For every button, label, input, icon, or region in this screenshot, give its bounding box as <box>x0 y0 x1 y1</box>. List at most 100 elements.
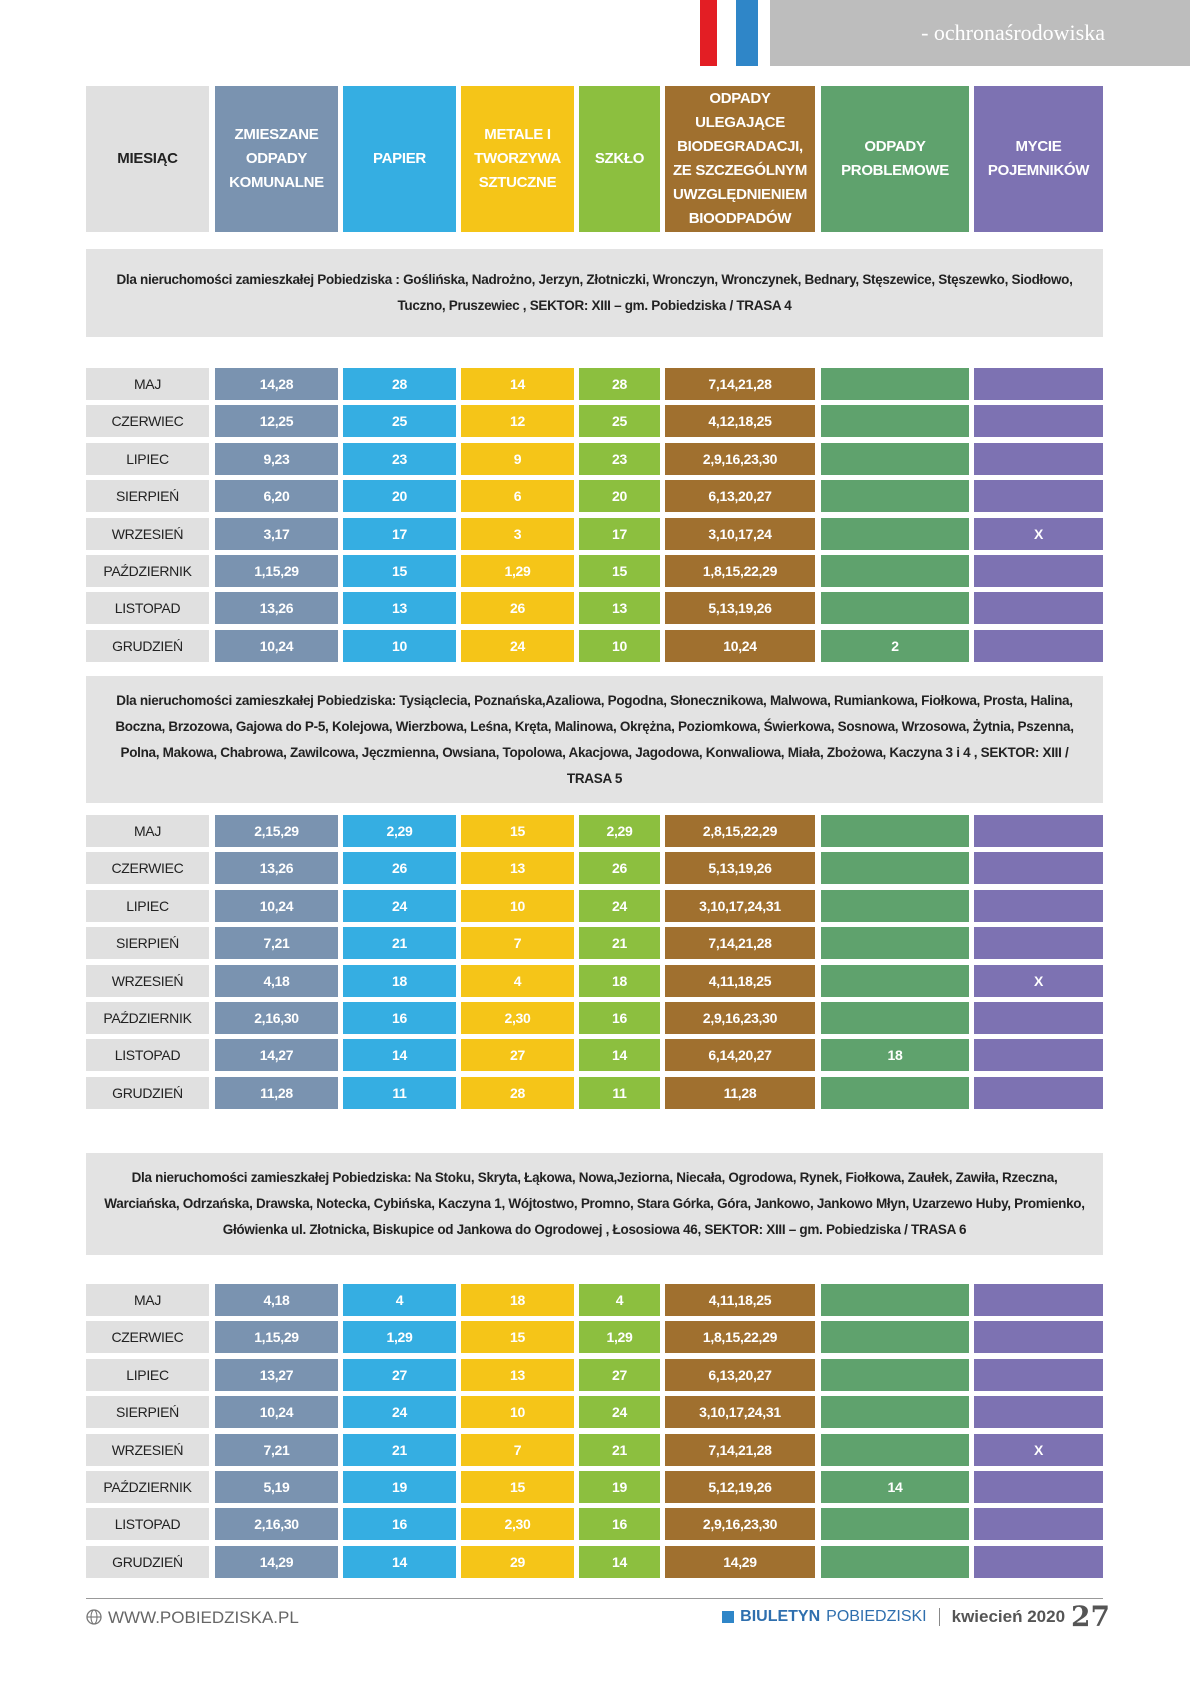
mixed-cell: 1,15,29 <box>215 1321 338 1354</box>
glass-cell: 27 <box>579 1358 660 1391</box>
glass-cell: 15 <box>579 555 660 587</box>
paper-cell: 17 <box>343 517 456 550</box>
bio-cell: 3,10,17,24,31 <box>665 1396 815 1429</box>
month-cell: SIERPIEŃ <box>86 480 209 513</box>
glass-cell: 23 <box>579 442 660 475</box>
paper-cell: 26 <box>343 852 456 885</box>
page-number: 27 <box>1071 1600 1110 1633</box>
month-cell: GRUDZIEŃ <box>86 1076 209 1109</box>
washing-cell <box>974 1002 1103 1034</box>
metal-plastic-cell: 12 <box>461 405 574 438</box>
paper-cell: 24 <box>343 1396 456 1429</box>
metal-plastic-cell: 29 <box>461 1545 574 1578</box>
month-cell: WRZESIEŃ <box>86 964 209 997</box>
paper-cell: 19 <box>343 1471 456 1503</box>
mixed-cell: 11,28 <box>215 1076 338 1109</box>
washing-cell <box>974 852 1103 885</box>
glass-cell: 11 <box>579 1076 660 1109</box>
glass-cell: 24 <box>579 889 660 922</box>
washing-cell <box>974 1545 1103 1578</box>
bio-cell: 6,13,20,27 <box>665 480 815 513</box>
paper-cell: 21 <box>343 1433 456 1466</box>
bio-cell: 3,10,17,24 <box>665 517 815 550</box>
washing-cell <box>974 1039 1103 1072</box>
globe-icon <box>86 1609 102 1625</box>
problem-cell <box>821 964 969 997</box>
problem-cell <box>821 889 969 922</box>
mixed-cell: 3,17 <box>215 517 338 550</box>
column-header: ZMIESZANE ODPADY KOMUNALNE <box>215 86 338 232</box>
section-description: Dla nieruchomości zamieszkałej Pobiedzis… <box>86 1153 1103 1255</box>
washing-cell <box>974 1284 1103 1316</box>
bio-cell: 5,12,19,26 <box>665 1471 815 1503</box>
problem-cell <box>821 1321 969 1354</box>
mixed-cell: 6,20 <box>215 480 338 513</box>
mixed-cell: 13,27 <box>215 1358 338 1391</box>
mixed-cell: 13,26 <box>215 852 338 885</box>
bio-cell: 2,9,16,23,30 <box>665 1508 815 1541</box>
problem-cell <box>821 852 969 885</box>
washing-cell <box>974 1396 1103 1429</box>
glass-cell: 1,29 <box>579 1321 660 1354</box>
washing-cell <box>974 442 1103 475</box>
glass-cell: 10 <box>579 629 660 662</box>
washing-cell <box>974 592 1103 625</box>
bio-cell: 7,14,21,28 <box>665 927 815 960</box>
mixed-cell: 14,29 <box>215 1545 338 1578</box>
metal-plastic-cell: 6 <box>461 480 574 513</box>
month-cell: MAJ <box>86 815 209 847</box>
metal-plastic-cell: 2,30 <box>461 1002 574 1034</box>
paper-cell: 2,29 <box>343 815 456 847</box>
problem-cell: 18 <box>821 1039 969 1072</box>
website: WWW.POBIEDZISKA.PL <box>108 1608 299 1627</box>
brand-bold: BIULETYN <box>740 1607 821 1625</box>
metal-plastic-cell: 9 <box>461 442 574 475</box>
mixed-cell: 2,16,30 <box>215 1002 338 1034</box>
brand: POBIEDZISKI <box>826 1607 927 1625</box>
metal-plastic-cell: 15 <box>461 1471 574 1503</box>
problem-cell <box>821 1358 969 1391</box>
column-header: PAPIER <box>343 86 456 232</box>
paper-cell: 1,29 <box>343 1321 456 1354</box>
bio-cell: 5,13,19,26 <box>665 852 815 885</box>
metal-plastic-cell: 14 <box>461 368 574 400</box>
month-cell: SIERPIEŃ <box>86 1396 209 1429</box>
metal-plastic-cell: 4 <box>461 964 574 997</box>
month-cell: MAJ <box>86 1284 209 1316</box>
bio-cell: 3,10,17,24,31 <box>665 889 815 922</box>
problem-cell: 2 <box>821 629 969 662</box>
mixed-cell: 13,26 <box>215 592 338 625</box>
bio-cell: 4,11,18,25 <box>665 964 815 997</box>
paper-cell: 23 <box>343 442 456 475</box>
glass-cell: 21 <box>579 1433 660 1466</box>
month-cell: PAŹDZIERNIK <box>86 1002 209 1034</box>
glass-cell: 24 <box>579 1396 660 1429</box>
month-cell: SIERPIEŃ <box>86 927 209 960</box>
mixed-cell: 10,24 <box>215 1396 338 1429</box>
paper-cell: 27 <box>343 1358 456 1391</box>
column-header: SZKŁO <box>579 86 660 232</box>
glass-cell: 14 <box>579 1039 660 1072</box>
month-cell: WRZESIEŃ <box>86 1433 209 1466</box>
column-header: ODPADY ULEGAJĄCE BIODEGRADACJI, ZE SZCZE… <box>665 86 815 232</box>
problem-cell <box>821 592 969 625</box>
problem-cell <box>821 405 969 438</box>
glass-cell: 20 <box>579 480 660 513</box>
bio-cell: 11,28 <box>665 1076 815 1109</box>
metal-plastic-cell: 10 <box>461 1396 574 1429</box>
problem-cell <box>821 815 969 847</box>
bio-cell: 6,14,20,27 <box>665 1039 815 1072</box>
metal-plastic-cell: 7 <box>461 1433 574 1466</box>
washing-cell <box>974 368 1103 400</box>
paper-cell: 16 <box>343 1002 456 1034</box>
washing-cell <box>974 480 1103 513</box>
paper-cell: 14 <box>343 1545 456 1578</box>
mixed-cell: 5,19 <box>215 1471 338 1503</box>
metal-plastic-cell: 2,30 <box>461 1508 574 1541</box>
glass-cell: 17 <box>579 517 660 550</box>
month-cell: PAŹDZIERNIK <box>86 1471 209 1503</box>
column-header: MYCIE POJEMNIKÓW <box>974 86 1103 232</box>
mixed-cell: 10,24 <box>215 889 338 922</box>
paper-cell: 14 <box>343 1039 456 1072</box>
problem-cell: 14 <box>821 1471 969 1503</box>
